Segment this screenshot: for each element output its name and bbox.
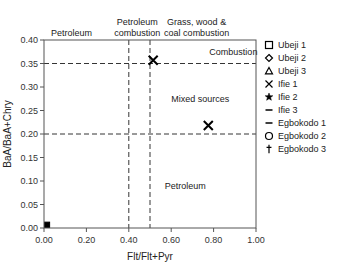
- y-tick-label: 0.30: [20, 82, 38, 92]
- legend-marker: [266, 133, 273, 140]
- plot-frame: [44, 40, 256, 228]
- x-tick-label: 1.00: [247, 235, 265, 245]
- source-label-line: Petroleum: [117, 17, 158, 27]
- region-label: Combustion: [209, 47, 257, 57]
- x-tick: [171, 228, 172, 232]
- legend-label: Egbokodo 2: [278, 131, 326, 141]
- plot-background: [44, 40, 256, 228]
- legend-marker: [266, 109, 273, 111]
- x-tick-label: 0.20: [78, 235, 96, 245]
- x-axis-label: Flt/Flt+Pyr: [127, 251, 174, 262]
- x-tick: [44, 228, 45, 232]
- y-tick: [40, 40, 44, 41]
- y-tick: [40, 87, 44, 88]
- source-label: Petroleum: [51, 28, 92, 38]
- x-tick: [128, 228, 129, 232]
- y-tick-label: 0.35: [20, 59, 38, 69]
- region-label: Petroleum: [165, 181, 206, 191]
- inside-labels: Combustion Mixed sources Petroleum: [165, 47, 258, 191]
- chart: 0.00 0.20 0.40 0.60 0.80 1.00 0.00 0.05 0.10 0.15…: [0, 0, 350, 272]
- y-tick: [40, 204, 44, 205]
- reference-vline: [150, 40, 151, 228]
- y-tick-label: 0.00: [20, 223, 38, 233]
- legend-label: Ifie 2: [278, 92, 298, 102]
- y-tick: [40, 63, 44, 64]
- x-tick: [256, 228, 257, 232]
- y-tick-label: 0.40: [20, 35, 38, 45]
- source-label-line: Grass, wood &: [167, 17, 226, 27]
- source-label: Petroleumcombustion: [114, 17, 160, 38]
- legend-marker: [265, 93, 273, 100]
- source-label-line: combustion: [114, 28, 160, 38]
- source-label-line: coal combustion: [164, 28, 229, 38]
- x-tick: [86, 228, 87, 232]
- legend-marker: [267, 145, 272, 153]
- y-tick-label: 0.25: [20, 106, 38, 116]
- y-tick-label: 0.05: [20, 200, 38, 210]
- legend-label: Egbokodo 1: [278, 118, 326, 128]
- reference-vline: [128, 40, 129, 228]
- legend-marker: [266, 55, 273, 62]
- source-label: Grass, wood &coal combustion: [164, 17, 229, 38]
- y-tick: [40, 157, 44, 158]
- data-point: [44, 222, 50, 228]
- y-tick: [40, 134, 44, 135]
- y-tick: [40, 110, 44, 111]
- legend-label: Ubeji 1: [278, 40, 306, 50]
- x-tick-label: 0.40: [120, 235, 138, 245]
- legend-marker: [266, 42, 273, 49]
- plot-area: [44, 40, 256, 228]
- x-tick: [213, 228, 214, 232]
- y-tick-label: 0.10: [20, 176, 38, 186]
- legend-label: Ubeji 3: [278, 66, 306, 76]
- axes: 0.00 0.20 0.40 0.60 0.80 1.00 0.00 0.05 0.10 0.15…: [20, 35, 264, 245]
- y-tick: [40, 181, 44, 182]
- region-label: Mixed sources: [171, 94, 230, 104]
- legend-marker: [266, 68, 273, 74]
- y-tick-label: 0.20: [20, 129, 38, 139]
- y-axis-label: BaA/BaA+Chry: [2, 100, 13, 168]
- reference-hline: [44, 134, 256, 135]
- y-tick: [40, 228, 44, 229]
- source-label-line: Petroleum: [51, 28, 92, 38]
- x-tick-label: 0.80: [205, 235, 223, 245]
- x-tick-label: 0.00: [35, 235, 53, 245]
- x-tick-label: 0.60: [162, 235, 180, 245]
- legend-marker: [266, 81, 273, 88]
- legend-label: Ubeji 2: [278, 53, 306, 63]
- above-labels: PetroleumPetroleumcombustionGrass, wood …: [51, 17, 229, 38]
- points: [44, 56, 213, 228]
- legend-label: Ifie 3: [278, 105, 298, 115]
- data-point: [204, 121, 213, 130]
- y-tick-label: 0.15: [20, 153, 38, 163]
- legend: Ubeji 1 Ubeji 2 Ubeji 3 Ifie 1 Ifie 2 Ifie 3 E…: [265, 40, 326, 154]
- legend-label: Egbokodo 3: [278, 144, 326, 154]
- legend-label: Ifie 1: [278, 79, 298, 89]
- legend-marker: [266, 122, 273, 124]
- data-point: [149, 56, 158, 65]
